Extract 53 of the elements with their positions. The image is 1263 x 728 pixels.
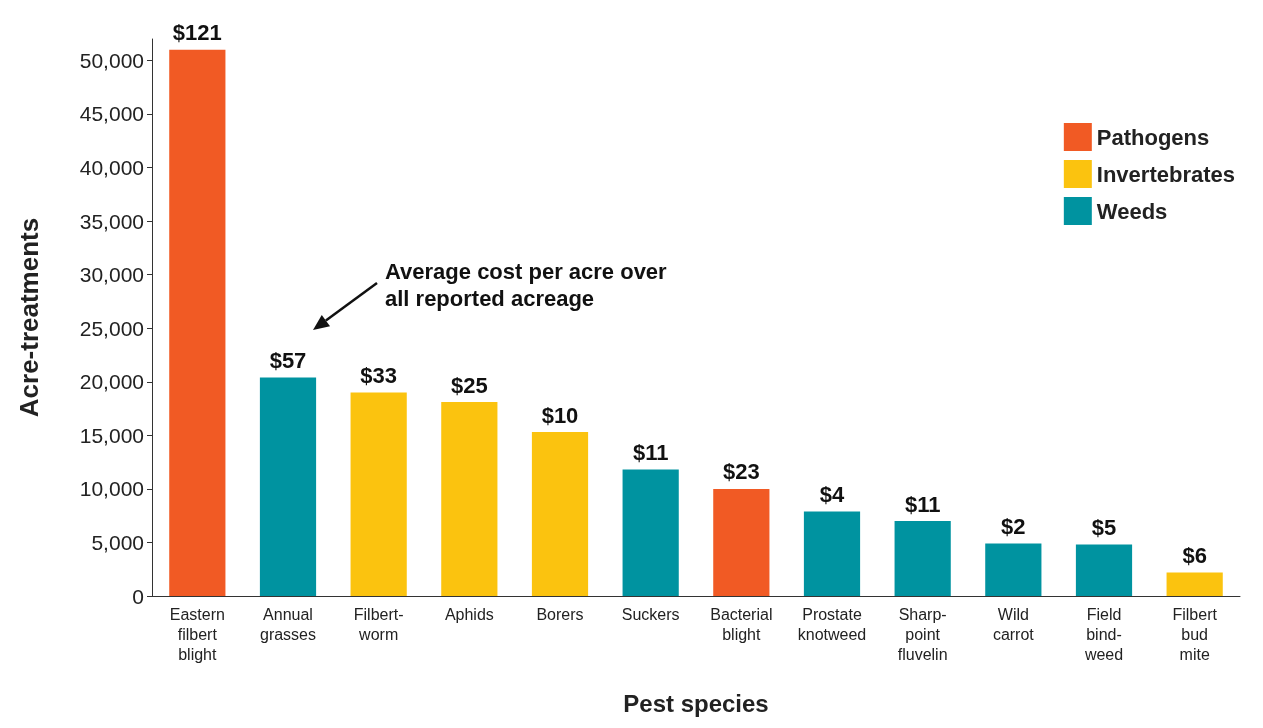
x-tick-label: Annual grasses xyxy=(259,605,317,643)
x-tick-label: Field bind- weed xyxy=(1083,605,1124,663)
bar xyxy=(985,543,1042,596)
y-tick-label: 30,000 xyxy=(79,263,144,287)
annotation: $6 xyxy=(1182,542,1207,568)
y-tick-label: 10,000 xyxy=(79,477,144,501)
x-tick-label: Filbert- worm xyxy=(353,605,404,643)
bar xyxy=(441,402,498,596)
bar xyxy=(259,377,317,596)
x-tick-label: Borers xyxy=(536,605,584,623)
bar xyxy=(713,488,770,596)
bar xyxy=(894,521,951,596)
annotation: $5 xyxy=(1091,515,1117,541)
annotation: $57 xyxy=(269,347,307,373)
x-tick-label: Bacterial blight xyxy=(710,605,773,643)
y-tick-label: 40,000 xyxy=(79,156,144,180)
bar xyxy=(169,49,226,596)
bar xyxy=(1166,572,1223,596)
y-tick-label: 15,000 xyxy=(79,423,144,447)
x-tick-label: Aphids xyxy=(444,605,494,623)
y-tick-label: 5,000 xyxy=(91,530,144,554)
bar xyxy=(531,432,589,596)
bar xyxy=(803,511,861,596)
y-tick-label: 45,000 xyxy=(79,102,144,126)
x-tick-label: Eastern filbert blight xyxy=(169,605,225,663)
legend-label: Invertebrates xyxy=(1096,161,1236,187)
x-tick-label: Prostate knotweed xyxy=(797,605,867,643)
annotation: $11 xyxy=(904,491,941,517)
y-tick-label: 20,000 xyxy=(79,370,144,394)
legend-label: Pathogens xyxy=(1096,124,1210,150)
bar xyxy=(350,392,407,596)
y-axis-title: Acre-treatments xyxy=(14,217,44,418)
annotation: $33 xyxy=(360,362,398,388)
annotation: $23 xyxy=(722,459,760,485)
y-tick-label: 0 xyxy=(132,584,144,608)
x-tick-label: Wild carrot xyxy=(992,605,1035,643)
annotation: $4 xyxy=(819,481,845,507)
annotation: $10 xyxy=(541,402,579,428)
x-tick-label: Sharp- point fluvelin xyxy=(897,605,948,663)
annotation: $2 xyxy=(1001,514,1026,540)
x-tick-label: Suckers xyxy=(621,605,680,623)
y-tick-label: 35,000 xyxy=(79,209,144,233)
annotation: $11 xyxy=(632,440,669,466)
x-axis-title: Pest species xyxy=(623,689,769,717)
y-tick-label: 25,000 xyxy=(79,316,144,340)
bar xyxy=(622,469,679,596)
legend-label: Weeds xyxy=(1096,198,1168,224)
bar xyxy=(1075,544,1133,596)
x-tick-label: Filbert bud mite xyxy=(1172,605,1218,663)
annotation: $121 xyxy=(172,20,222,46)
y-tick-label: 50,000 xyxy=(79,48,144,72)
annotation: $25 xyxy=(450,372,488,398)
annotation: Average cost per acre over all reported acreage xyxy=(385,259,668,311)
